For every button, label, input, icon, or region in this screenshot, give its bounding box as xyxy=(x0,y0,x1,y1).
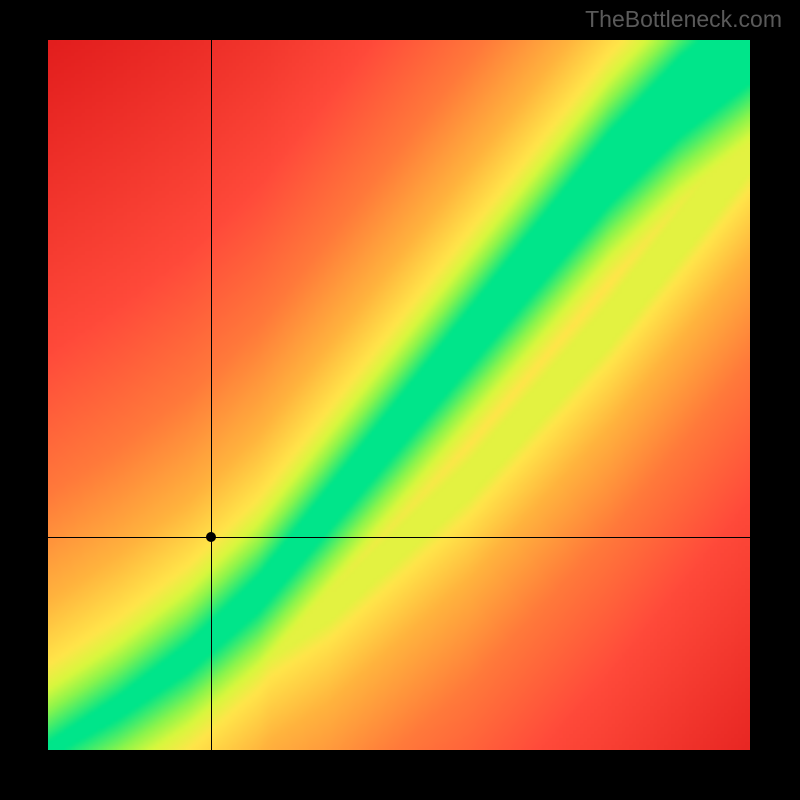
watermark-text: TheBottleneck.com xyxy=(585,6,782,33)
heatmap-plot xyxy=(48,40,750,750)
crosshair-horizontal xyxy=(48,537,750,538)
crosshair-vertical xyxy=(211,40,212,750)
crosshair-marker xyxy=(206,532,216,542)
heatmap-canvas xyxy=(48,40,750,750)
